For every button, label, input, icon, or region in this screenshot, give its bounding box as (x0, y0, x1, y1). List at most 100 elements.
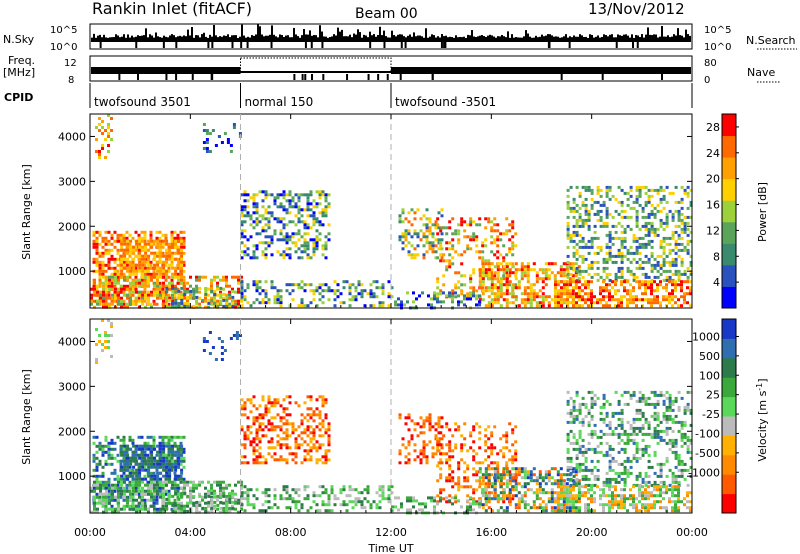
heatmap-cell (279, 455, 283, 459)
heatmap-cell (180, 510, 183, 514)
heatmap-cell (440, 425, 444, 429)
heatmap-cell (125, 495, 129, 499)
heatmap-cell (153, 302, 156, 306)
heatmap-cell (180, 468, 184, 472)
heatmap-cell (398, 452, 402, 456)
heatmap-cell (508, 262, 512, 266)
heatmap-cell (505, 280, 509, 284)
nsky-bar (199, 37, 201, 42)
heatmap-cell (629, 227, 633, 231)
heatmap-cell (431, 446, 435, 450)
nsky-bar (451, 37, 453, 42)
heatmap-cell (177, 278, 180, 282)
heatmap-cell (481, 292, 485, 296)
heatmap-cell (146, 480, 150, 484)
heatmap-cell (216, 281, 219, 285)
heatmap-cell (288, 494, 292, 498)
heatmap-cell (171, 453, 175, 457)
nsky-bar (339, 31, 341, 42)
heatmap-cell (152, 299, 156, 303)
heatmap-cell (437, 226, 441, 230)
heatmap-cell (502, 259, 506, 263)
heatmap-cell (252, 205, 256, 209)
heatmap-cell (165, 497, 169, 501)
heatmap-cell (208, 132, 212, 135)
heatmap-cell (252, 461, 256, 465)
heatmap-cell (448, 259, 452, 263)
heatmap-cell (231, 304, 235, 308)
heatmap-cell (472, 497, 476, 501)
heatmap-cell (554, 298, 557, 302)
heatmap-cell (602, 280, 605, 284)
heatmap-cell (153, 290, 156, 294)
heatmap-cell (680, 289, 683, 293)
heatmap-cell (463, 461, 467, 465)
heatmap-cell (354, 488, 358, 492)
heatmap-cell (475, 452, 479, 456)
nsky-bar (203, 32, 205, 42)
heatmap-cell (398, 214, 402, 218)
heatmap-cell (177, 477, 181, 481)
heatmap-cell (204, 296, 207, 300)
heatmap-cell (120, 239, 124, 243)
heatmap-cell (186, 483, 189, 487)
heatmap-cell (428, 413, 432, 417)
heatmap-cell (135, 480, 138, 484)
heatmap-cell (240, 413, 244, 417)
heatmap-cell (454, 286, 458, 290)
heatmap-cell (110, 272, 114, 276)
heatmap-cell (318, 211, 322, 215)
heatmap-cell (243, 434, 247, 438)
heatmap-cell (605, 286, 608, 290)
heatmap-cell (267, 301, 271, 305)
heatmap-cell (511, 271, 515, 275)
heatmap-cell (186, 509, 190, 513)
heatmap-cell (104, 242, 108, 246)
heatmap-cell (407, 458, 411, 462)
heatmap-cell (159, 284, 162, 288)
heatmap-cell (508, 292, 512, 296)
heatmap-cell (584, 212, 588, 216)
heatmap-cell (237, 287, 240, 291)
heatmap-cell (593, 224, 597, 228)
heatmap-cell (140, 299, 144, 303)
heatmap-cell (431, 452, 435, 456)
heatmap-cell (496, 461, 500, 465)
heatmap-cell (434, 428, 438, 432)
heatmap-cell (535, 295, 539, 299)
heatmap-cell (683, 269, 687, 273)
heatmap-cell (366, 292, 370, 296)
heatmap-cell (198, 483, 201, 487)
nsky-bar (269, 34, 271, 42)
heatmap-cell (469, 220, 473, 224)
heatmap-cell (182, 281, 186, 285)
heatmap-cell (617, 251, 621, 255)
heatmap-cell (174, 489, 177, 493)
heatmap-cell (587, 188, 591, 192)
heatmap-cell (632, 236, 636, 240)
heatmap-cell (324, 235, 328, 239)
heatmap-cell (460, 253, 464, 257)
nsearch-tick-low: 10^0 (704, 42, 731, 53)
heatmap-cell (153, 459, 157, 463)
heatmap-cell (168, 447, 172, 451)
heatmap-cell (638, 194, 642, 198)
heatmap-cell (173, 480, 177, 484)
heatmap-cell (261, 217, 265, 221)
heatmap-cell (436, 280, 440, 284)
heatmap-cell (659, 263, 663, 267)
heatmap-cell (165, 295, 169, 299)
heatmap-cell (125, 263, 129, 267)
heatmap-cell (126, 465, 130, 469)
heatmap-cell (342, 500, 346, 504)
heatmap-cell (490, 241, 494, 245)
heatmap-cell (116, 290, 120, 294)
heatmap-cell (113, 260, 117, 264)
heatmap-cell (119, 438, 123, 442)
heatmap-cell (101, 450, 105, 454)
heatmap-cell (475, 244, 479, 248)
heatmap-cell (186, 304, 190, 308)
heatmap-cell (98, 474, 102, 478)
heatmap-cell (569, 280, 572, 284)
heatmap-cell (141, 465, 145, 469)
